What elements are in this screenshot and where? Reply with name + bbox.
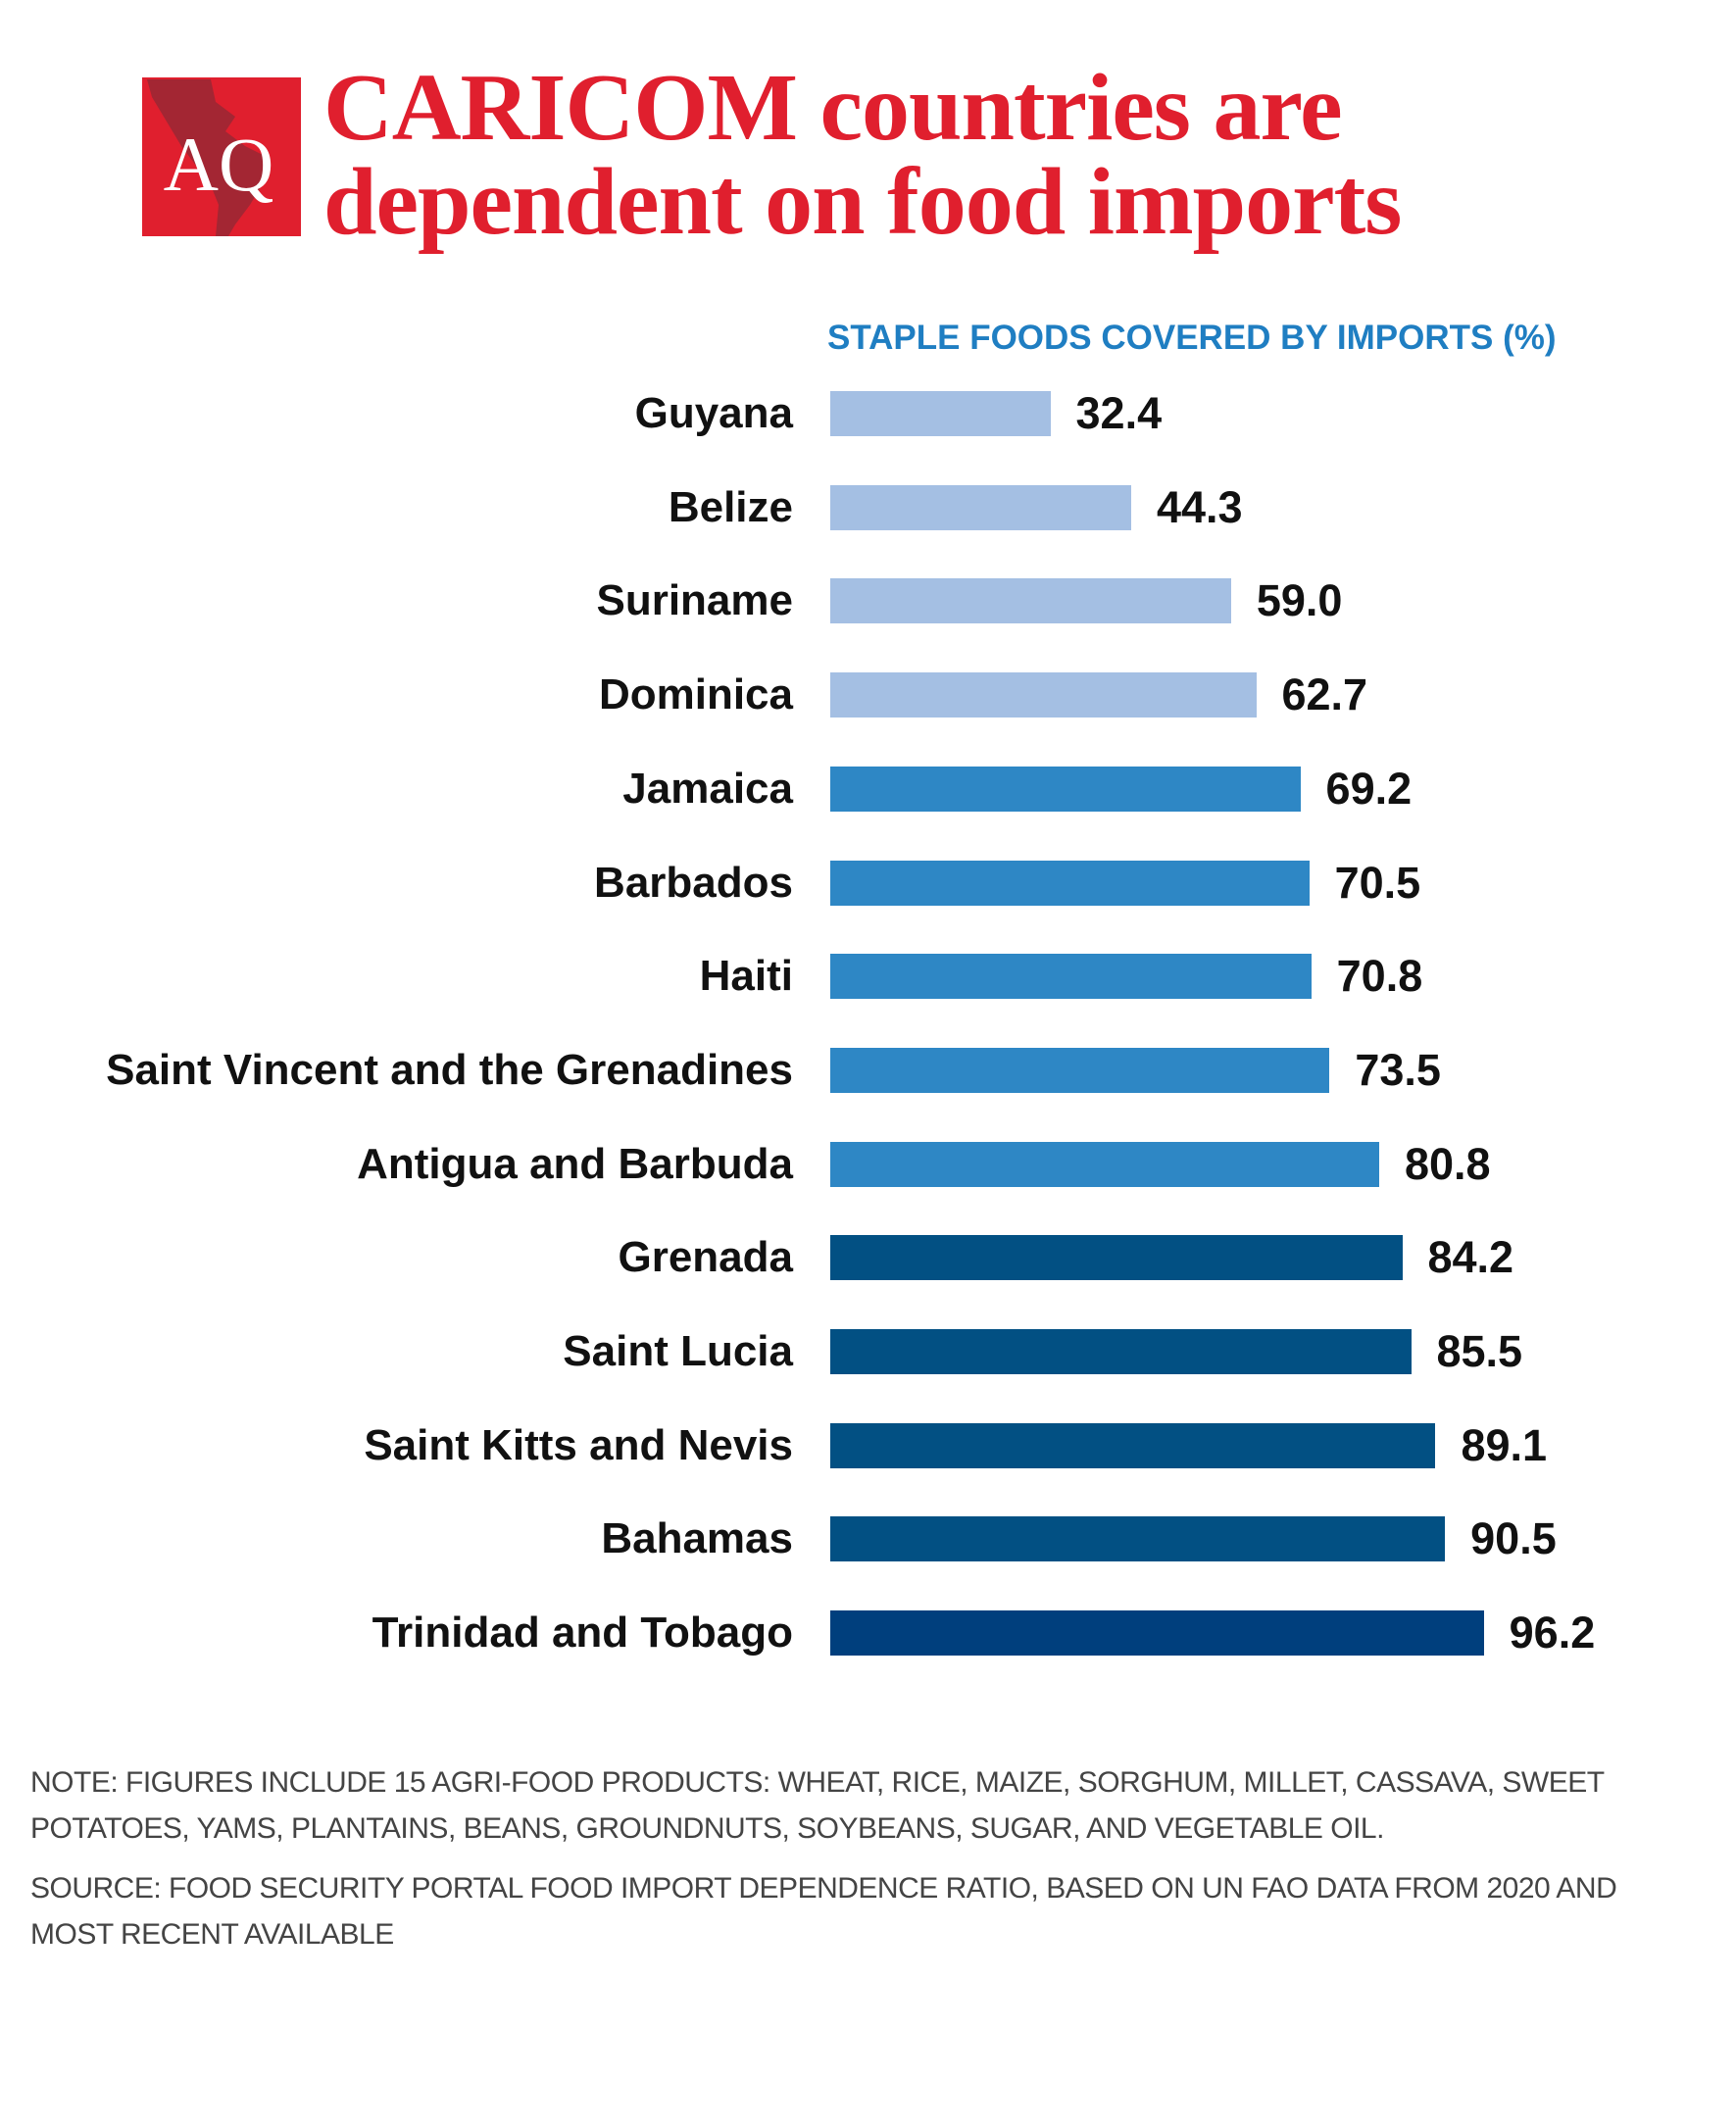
bar — [830, 1516, 1446, 1562]
category-label: Haiti — [699, 952, 793, 1001]
category-label: Guyana — [634, 389, 793, 437]
value-label: 85.5 — [1436, 1326, 1523, 1376]
value-label: 73.5 — [1355, 1044, 1441, 1095]
value-label: 90.5 — [1470, 1513, 1557, 1564]
svg-text:AQ: AQ — [164, 122, 274, 207]
category-label: Antigua and Barbuda — [357, 1139, 793, 1188]
category-label: Belize — [668, 482, 793, 531]
value-label: 62.7 — [1281, 669, 1368, 720]
bar — [830, 954, 1312, 1000]
title-line-2: dependent on food imports — [323, 149, 1402, 255]
category-label: Saint Lucia — [563, 1327, 793, 1375]
bar — [830, 578, 1231, 624]
value-label: 80.8 — [1404, 1138, 1491, 1189]
category-label: Grenada — [618, 1233, 793, 1282]
value-label: 69.2 — [1325, 763, 1413, 814]
bar — [830, 1047, 1330, 1093]
value-label: 59.0 — [1256, 575, 1343, 626]
value-label: 70.8 — [1336, 951, 1423, 1002]
bar-chart: Guyana 32.4 Belize 44.3 Suriname 59.0 Dominica… — [106, 388, 1596, 1658]
source-text: SOURCE: FOOD SECURITY PORTAL FOOD IMPORT… — [30, 1872, 1617, 1951]
value-label: 44.3 — [1156, 481, 1243, 532]
category-label: Suriname — [596, 576, 793, 625]
note-text: NOTE: FIGURES INCLUDE 15 AGRI-FOOD PRODU… — [30, 1766, 1605, 1845]
value-label: 32.4 — [1075, 388, 1163, 438]
category-label: Dominica — [598, 670, 793, 719]
bar — [830, 484, 1131, 530]
category-label: Barbados — [594, 858, 793, 907]
bar — [830, 1141, 1379, 1187]
bar — [830, 1610, 1484, 1657]
value-label: 84.2 — [1427, 1232, 1514, 1283]
bar — [830, 860, 1310, 906]
chart-subtitle: STAPLE FOODS COVERED BY IMPORTS (%) — [827, 319, 1557, 357]
category-label: Bahamas — [601, 1514, 793, 1563]
category-label: Saint Vincent and the Grenadines — [106, 1045, 793, 1094]
category-label: Trinidad and Tobago — [372, 1608, 793, 1658]
aq-logo: AQ — [142, 77, 301, 236]
value-label: 70.5 — [1334, 857, 1421, 908]
bar — [830, 1422, 1436, 1468]
title-line-1: CARICOM countries are — [323, 55, 1343, 161]
notes: NOTE: FIGURES INCLUDE 15 AGRI-FOOD PRODU… — [30, 1759, 1687, 1971]
category-label: Jamaica — [622, 764, 793, 813]
bar — [830, 1329, 1412, 1374]
value-label: 96.2 — [1509, 1608, 1596, 1658]
category-label: Saint Kitts and Nevis — [364, 1420, 793, 1469]
bar — [830, 766, 1301, 812]
value-label: 89.1 — [1461, 1419, 1548, 1470]
bar — [830, 391, 1051, 436]
bar — [830, 672, 1257, 718]
bar — [830, 1235, 1403, 1281]
chart-title: CARICOM countries are dependent on food … — [323, 55, 1402, 255]
